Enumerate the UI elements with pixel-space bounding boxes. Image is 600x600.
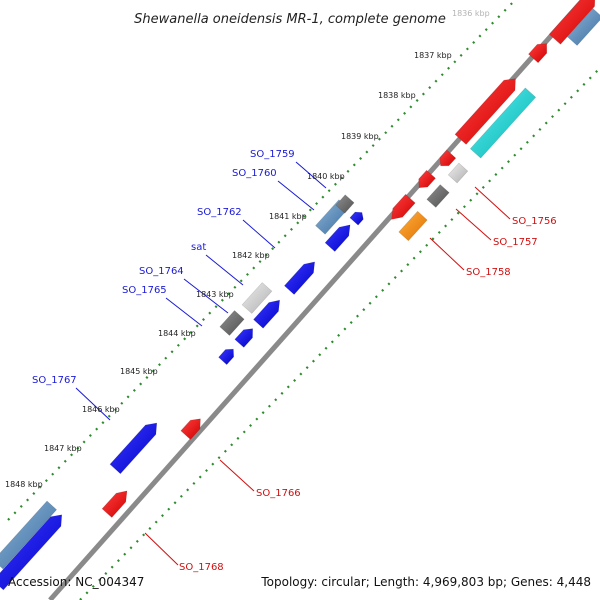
- gene-label[interactable]: SO_1766: [256, 488, 301, 499]
- leader-line: [219, 459, 255, 492]
- gene-arrow[interactable]: [398, 210, 428, 242]
- outer-tick-track: [7, 0, 517, 521]
- tick-label: 1837 kbp: [414, 51, 452, 60]
- tick-label: 1848 kbp: [5, 480, 43, 489]
- gene-arrow[interactable]: [454, 78, 516, 145]
- leader-line: [183, 278, 229, 314]
- leader-line: [75, 387, 111, 421]
- gene-arrow[interactable]: [241, 282, 273, 314]
- leader-line: [144, 532, 179, 566]
- gene-label[interactable]: SO_1764: [139, 266, 184, 277]
- gene-arrow[interactable]: [101, 490, 128, 518]
- gene-arrow[interactable]: [439, 149, 457, 167]
- tick-label: 1836 kbp: [452, 9, 490, 18]
- map-title: Shewanella oneidensis MR-1, complete gen…: [134, 12, 446, 27]
- tick-label: 1841 kbp: [269, 212, 307, 221]
- gene-arrow[interactable]: [335, 194, 355, 214]
- gene-arrow[interactable]: [180, 418, 201, 440]
- leader-line: [295, 161, 327, 189]
- gene-arrow[interactable]: [253, 299, 281, 329]
- gene-label[interactable]: SO_1757: [493, 237, 538, 248]
- leader-line: [277, 180, 315, 211]
- gene-arrow[interactable]: [218, 348, 235, 366]
- tick-label: 1842 kbp: [232, 251, 270, 260]
- gene-arrow[interactable]: [0, 514, 63, 591]
- gene-label[interactable]: SO_1760: [232, 168, 277, 179]
- tick-label: 1843 kbp: [196, 290, 234, 299]
- gene-label[interactable]: sat: [191, 242, 206, 253]
- gene-arrow[interactable]: [324, 224, 351, 252]
- gene-arrow[interactable]: [528, 43, 548, 64]
- gene-label[interactable]: SO_1758: [466, 267, 511, 278]
- gene-arrow[interactable]: [426, 184, 450, 208]
- tick-label: 1845 kbp: [120, 367, 158, 376]
- gene-label[interactable]: SO_1756: [512, 216, 557, 227]
- gene-arrow[interactable]: [109, 422, 158, 475]
- gene-label[interactable]: SO_1768: [179, 562, 224, 573]
- leader-line: [474, 186, 511, 220]
- gene-label[interactable]: SO_1759: [250, 149, 295, 160]
- gene-arrow[interactable]: [391, 193, 416, 220]
- gene-label[interactable]: SO_1765: [122, 285, 167, 296]
- leader-line: [205, 254, 244, 286]
- label-leader-lines: [75, 161, 511, 566]
- gene-arrow[interactable]: [283, 261, 316, 295]
- leader-line: [165, 297, 203, 327]
- tick-label: 1844 kbp: [158, 329, 196, 338]
- gene-arrow[interactable]: [548, 0, 596, 45]
- accession-text: Accession: NC_004347: [8, 575, 144, 589]
- gene-arrow[interactable]: [566, 8, 600, 46]
- tick-label: 1839 kbp: [341, 132, 379, 141]
- gene-arrow[interactable]: [349, 211, 364, 226]
- leader-line: [429, 237, 465, 271]
- leader-line: [242, 219, 276, 249]
- tick-label: 1838 kbp: [378, 91, 416, 100]
- gene-arrow[interactable]: [219, 310, 245, 336]
- gene-arrow[interactable]: [234, 328, 254, 348]
- gene-label[interactable]: SO_1767: [32, 375, 77, 386]
- gene-arrow[interactable]: [447, 162, 469, 184]
- gene-arrow[interactable]: [418, 169, 436, 189]
- tick-label: 1840 kbp: [307, 172, 345, 181]
- leader-line: [455, 208, 492, 241]
- genome-summary-text: Topology: circular; Length: 4,969,803 bp…: [260, 575, 591, 589]
- gene-label[interactable]: SO_1762: [197, 207, 242, 218]
- gene-arrow[interactable]: [0, 500, 58, 570]
- tick-label: 1847 kbp: [44, 444, 82, 453]
- tick-label: 1846 kbp: [82, 405, 120, 414]
- gene-arrow[interactable]: [469, 87, 537, 159]
- tick-labels: 1836 kbp 1837 kbp 1838 kbp 1839 kbp 1840 kbp…: [5, 9, 490, 489]
